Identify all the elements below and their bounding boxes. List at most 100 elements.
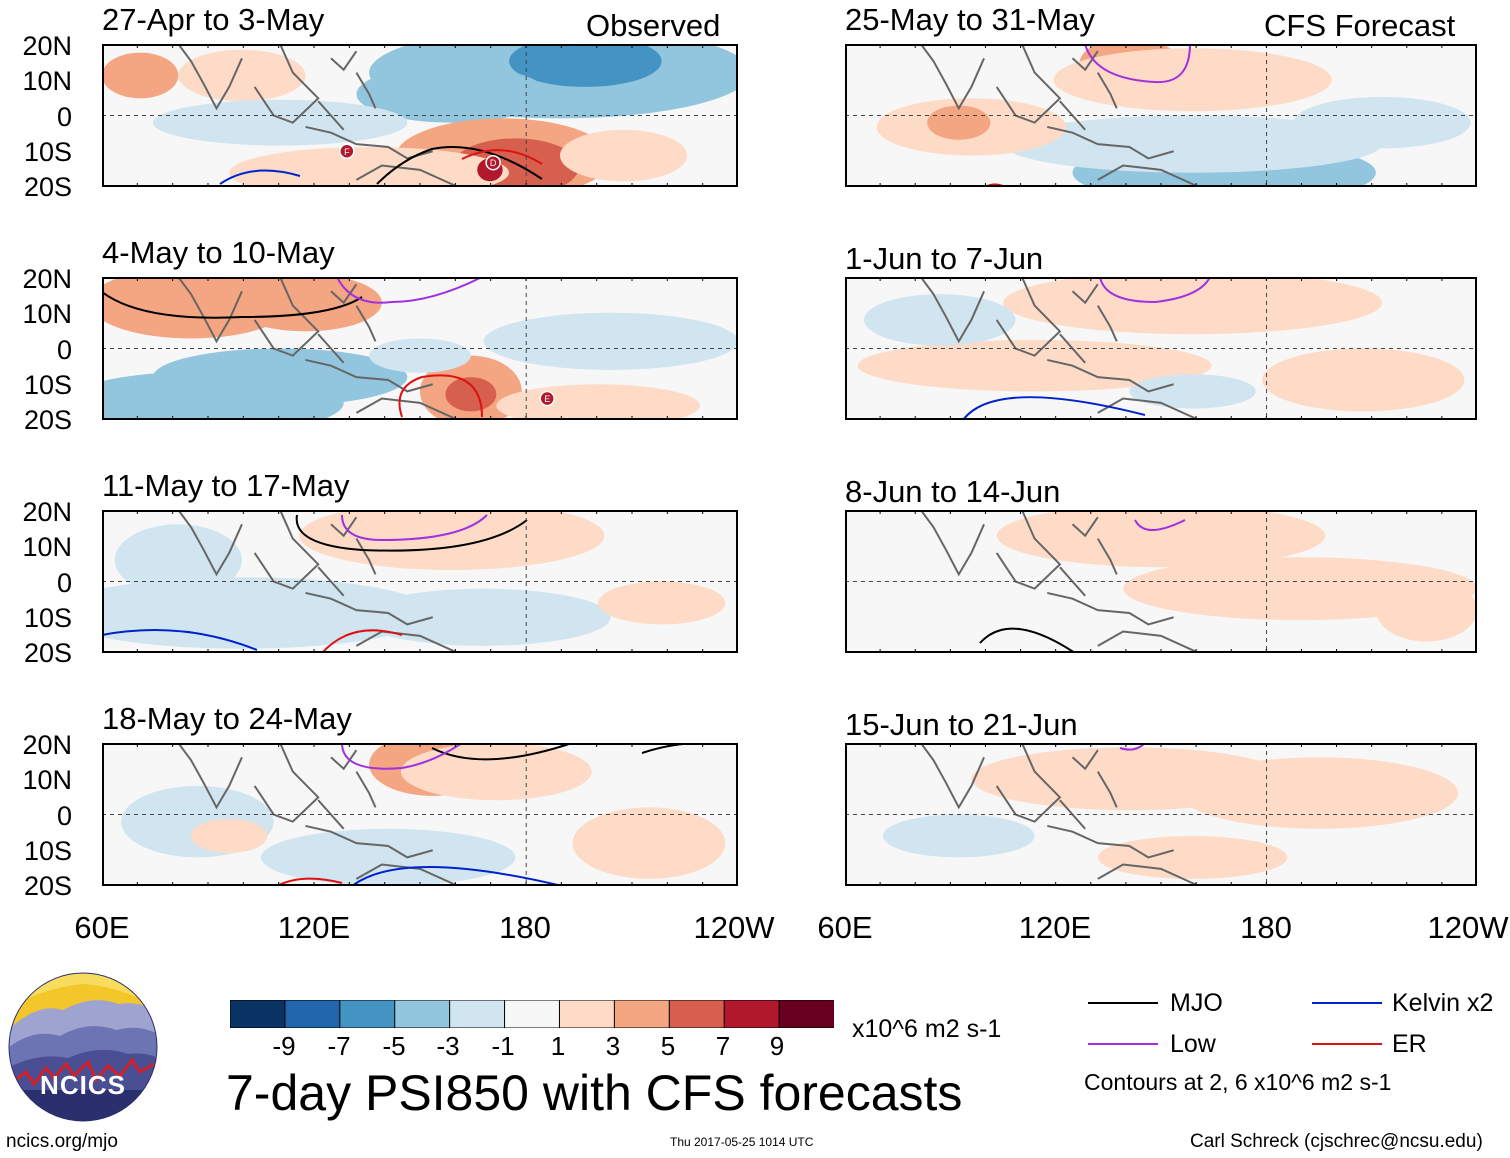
colorbar-tick: -7 <box>327 1031 351 1061</box>
contour-line <box>1084 44 1191 84</box>
colorbar <box>230 1000 834 1028</box>
anomaly-shading <box>1003 115 1383 173</box>
panel-title-5: 25-May to 31-May <box>845 2 1095 37</box>
anomaly-shading <box>996 510 1326 568</box>
anomaly-shading <box>356 65 548 123</box>
map-panel-5 <box>845 44 1477 187</box>
lat-label: 20N <box>22 264 72 294</box>
coastline <box>1047 591 1174 626</box>
legend-label-low: Low <box>1170 1030 1216 1058</box>
anomaly-shading <box>445 377 497 412</box>
coastline <box>330 749 358 771</box>
anomaly-shading <box>1053 48 1332 112</box>
lat-label: 20N <box>22 730 72 760</box>
anomaly-shading <box>1129 374 1256 409</box>
ncics-logo: NCICS <box>8 972 158 1122</box>
coastline <box>995 743 1062 823</box>
lon-label: 120W <box>693 910 775 945</box>
coastline <box>1047 358 1174 393</box>
lon-label: 60E <box>74 910 130 945</box>
coastline <box>177 510 243 577</box>
coastline <box>355 397 459 420</box>
map-panel-8 <box>845 743 1477 886</box>
colorbar-cell <box>558 1000 616 1028</box>
lat-label: 10S <box>23 603 72 633</box>
colorbar-tick: 7 <box>715 1031 731 1061</box>
anomaly-shading <box>483 312 738 370</box>
panel-frame <box>845 277 1477 420</box>
coastline <box>355 164 459 187</box>
map-panel-4 <box>102 743 738 886</box>
colorbar-cell <box>394 1000 451 1028</box>
coastline <box>355 771 377 808</box>
coastline <box>1096 305 1118 342</box>
contour-line <box>276 877 343 886</box>
anomaly-shading <box>598 581 726 625</box>
observed-column-label: Observed <box>586 8 721 43</box>
storm-marker <box>539 390 555 407</box>
anomaly-shading <box>152 348 408 406</box>
map-panel-7 <box>845 510 1477 653</box>
colorbar-tick: 1 <box>550 1031 566 1061</box>
coastline <box>1071 50 1099 72</box>
coastline <box>1047 824 1174 859</box>
colorbar-cell <box>613 1000 671 1028</box>
legend-label-mjo: MJO <box>1170 989 1223 1017</box>
lon-label: 60E <box>817 910 873 945</box>
coastline <box>1097 164 1200 187</box>
anomaly-shading <box>152 99 408 146</box>
coastline <box>253 743 320 823</box>
coastline <box>253 510 320 590</box>
anomaly-shading <box>572 807 726 879</box>
anomaly-shading <box>509 44 662 87</box>
coastline <box>177 743 243 810</box>
anomaly-shading <box>863 294 1016 346</box>
colorbar-units: x10^6 m2 s-1 <box>852 1015 1002 1043</box>
panel-frame <box>845 44 1477 187</box>
storm-marker <box>485 154 501 171</box>
contour-line <box>341 514 488 542</box>
anomaly-shading <box>229 277 382 332</box>
map-panel-2: E <box>102 277 738 420</box>
anomaly-shading <box>1003 277 1383 335</box>
footer-timestamp: Thu 2017-05-25 1014 UTC <box>670 1135 814 1149</box>
coastline <box>1096 538 1118 575</box>
coastline <box>317 333 345 364</box>
panel-frame <box>102 44 738 187</box>
colorbar-tick: -1 <box>491 1031 515 1061</box>
coastline <box>253 277 320 357</box>
contour-line <box>1134 519 1186 531</box>
map-panel-6 <box>845 277 1477 420</box>
storm-marker-letter: F <box>344 147 350 157</box>
coastline <box>920 510 985 577</box>
contour-line <box>979 627 1076 653</box>
coastline <box>1071 749 1099 771</box>
colorbar-cell <box>284 1000 341 1028</box>
anomaly-shading <box>191 818 268 854</box>
contour-line <box>1099 277 1211 304</box>
storm-marker-letter: D <box>490 158 497 168</box>
coastline <box>1096 771 1118 808</box>
contour-line <box>321 629 403 653</box>
contour-line <box>102 291 363 319</box>
anomaly-shading <box>1179 757 1459 829</box>
legend-swatch-er <box>1312 1043 1382 1045</box>
colorbar-tick: 5 <box>660 1031 676 1061</box>
lon-label: 180 <box>1240 910 1292 945</box>
coastline <box>355 305 377 342</box>
lat-label: 20N <box>22 31 72 61</box>
coastline <box>317 100 345 131</box>
coastline <box>305 358 433 393</box>
panel-frame <box>102 277 738 420</box>
colorbar-tick: -5 <box>382 1031 406 1061</box>
lat-label: 10N <box>22 66 72 96</box>
anomaly-shading <box>229 146 509 187</box>
coastline <box>995 510 1062 590</box>
lat-label: 20S <box>23 871 72 901</box>
contour-line <box>295 514 528 552</box>
anomaly-shading <box>261 828 516 886</box>
panel-title-1: 27-Apr to 3-May <box>102 2 325 37</box>
colorbar-cell <box>339 1000 396 1028</box>
coastline <box>355 863 459 886</box>
lon-label: 120E <box>277 910 351 945</box>
